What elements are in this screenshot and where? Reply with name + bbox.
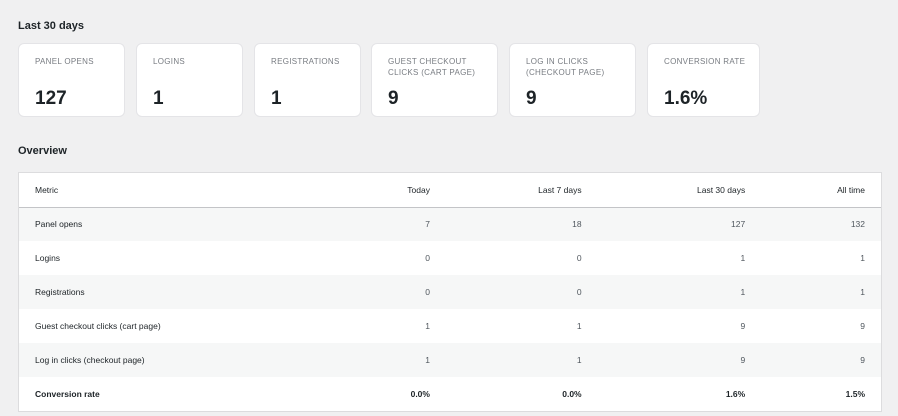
card-guest-checkout-clicks: GUEST CHECKOUT CLICKS (CART PAGE) 9 bbox=[371, 43, 498, 117]
cell-today: 1 bbox=[425, 355, 430, 365]
cell-all-time: 9 bbox=[860, 321, 865, 331]
summary-title: Last 30 days bbox=[18, 20, 85, 32]
table-row-conversion-rate: Conversion rate 0.0% 0.0% 1.6% 1.5% bbox=[19, 377, 881, 411]
overview-table: Metric Today Last 7 days Last 30 days Al… bbox=[18, 172, 882, 412]
cell-last30: 1 bbox=[740, 287, 746, 297]
card-registrations: REGISTRATIONS 1 bbox=[254, 43, 361, 117]
card-label: GUEST CHECKOUT CLICKS (CART PAGE) bbox=[388, 57, 476, 77]
cell-last7: 0 bbox=[576, 253, 582, 263]
header-metric: Metric bbox=[19, 173, 319, 208]
cell-metric: Log in clicks (checkout page) bbox=[35, 355, 145, 365]
cell-all-time: 9 bbox=[860, 355, 865, 365]
cell-last30: 9 bbox=[740, 355, 746, 365]
cell-today: 0 bbox=[425, 253, 430, 263]
table-row: Guest checkout clicks (cart page) 1 1 9 … bbox=[19, 309, 881, 343]
header-all-time: All time bbox=[761, 173, 881, 208]
cell-last30: 127 bbox=[731, 219, 746, 230]
cell-last30: 1 bbox=[740, 253, 746, 263]
cell-today: 1 bbox=[425, 321, 430, 331]
cell-all-time: 1 bbox=[860, 253, 865, 263]
cell-last30: 1.6% bbox=[597, 377, 762, 411]
cell-last7: 0 bbox=[576, 287, 582, 297]
cell-last7: 0.0% bbox=[445, 377, 598, 411]
cell-metric: Logins bbox=[35, 253, 61, 263]
cell-metric: Guest checkout clicks (cart page) bbox=[35, 321, 161, 331]
table-header-row: Metric Today Last 7 days Last 30 days Al… bbox=[19, 173, 881, 208]
card-login-clicks: LOG IN CLICKS (CHECKOUT PAGE) 9 bbox=[509, 43, 636, 117]
card-label: CONVERSION RATE bbox=[664, 57, 746, 66]
card-conversion-rate: CONVERSION RATE 1.6% bbox=[647, 43, 760, 117]
cell-today: 0.0% bbox=[318, 377, 446, 411]
card-value: 9 bbox=[388, 88, 399, 109]
cell-last30: 9 bbox=[740, 321, 746, 331]
header-last-7-days: Last 7 days bbox=[445, 173, 598, 208]
cell-all-time: 1.5% bbox=[761, 377, 881, 411]
header-today: Today bbox=[318, 173, 446, 208]
card-label: REGISTRATIONS bbox=[271, 57, 340, 66]
card-logins: LOGINS 1 bbox=[136, 43, 243, 117]
card-value: 127 bbox=[35, 88, 67, 109]
cell-all-time: 1 bbox=[860, 287, 865, 297]
card-value: 1.6% bbox=[664, 88, 708, 109]
cell-metric: Conversion rate bbox=[19, 377, 319, 411]
card-value: 9 bbox=[526, 88, 537, 109]
table-row: Registrations 0 0 1 1 bbox=[19, 275, 881, 309]
card-value: 1 bbox=[153, 88, 164, 109]
card-value: 1 bbox=[271, 88, 282, 109]
card-label: LOGINS bbox=[153, 57, 186, 66]
card-label: LOG IN CLICKS (CHECKOUT PAGE) bbox=[526, 57, 605, 77]
cell-last7: 18 bbox=[572, 219, 582, 230]
cell-all-time: 132 bbox=[850, 219, 865, 230]
cell-today: 7 bbox=[425, 219, 430, 230]
table-row: Log in clicks (checkout page) 1 1 9 9 bbox=[19, 343, 881, 377]
cell-metric: Registrations bbox=[35, 287, 85, 297]
card-label: PANEL OPENS bbox=[35, 57, 94, 66]
table-row: Logins 0 0 1 1 bbox=[19, 241, 881, 275]
cell-last7: 1 bbox=[576, 355, 582, 365]
table-row: Panel opens 7 18 127 132 bbox=[19, 207, 881, 241]
header-last-30-days: Last 30 days bbox=[597, 173, 762, 208]
cell-today: 0 bbox=[425, 287, 430, 297]
overview-title: Overview bbox=[18, 145, 67, 157]
cell-last7: 1 bbox=[576, 321, 582, 331]
card-panel-opens: PANEL OPENS 127 bbox=[18, 43, 125, 117]
cell-metric: Panel opens bbox=[35, 219, 83, 230]
